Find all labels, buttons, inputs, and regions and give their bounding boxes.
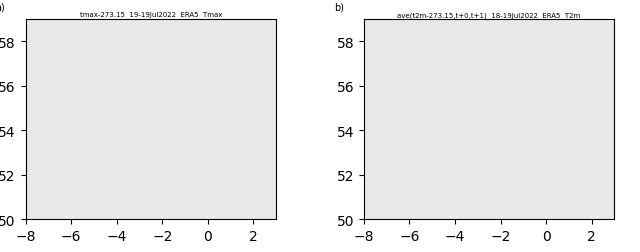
Title: tmax-273.15  19-19Jul2022  ERA5  Tmax: tmax-273.15 19-19Jul2022 ERA5 Tmax bbox=[80, 12, 222, 18]
Title: ave(t2m-273.15,t+0,t+1)  18-19Jul2022  ERA5  T2m: ave(t2m-273.15,t+0,t+1) 18-19Jul2022 ERA… bbox=[397, 12, 580, 19]
Text: a): a) bbox=[0, 2, 5, 12]
Text: b): b) bbox=[334, 2, 344, 12]
